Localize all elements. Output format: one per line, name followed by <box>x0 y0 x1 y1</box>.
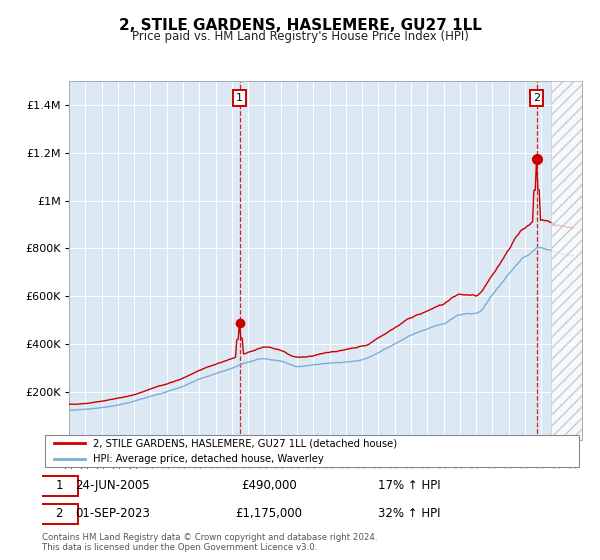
Text: 24-JUN-2005: 24-JUN-2005 <box>75 479 149 492</box>
Text: Price paid vs. HM Land Registry's House Price Index (HPI): Price paid vs. HM Land Registry's House … <box>131 30 469 43</box>
Text: 1: 1 <box>236 93 243 103</box>
Text: 17% ↑ HPI: 17% ↑ HPI <box>378 479 440 492</box>
Text: 32% ↑ HPI: 32% ↑ HPI <box>378 507 440 520</box>
Text: 01-SEP-2023: 01-SEP-2023 <box>75 507 149 520</box>
FancyBboxPatch shape <box>41 504 77 524</box>
Text: 2: 2 <box>56 507 63 520</box>
Text: 2, STILE GARDENS, HASLEMERE, GU27 1LL (detached house): 2, STILE GARDENS, HASLEMERE, GU27 1LL (d… <box>94 438 397 449</box>
Text: £1,175,000: £1,175,000 <box>235 507 302 520</box>
Text: 1: 1 <box>56 479 63 492</box>
Text: Contains HM Land Registry data © Crown copyright and database right 2024.: Contains HM Land Registry data © Crown c… <box>42 533 377 542</box>
Text: HPI: Average price, detached house, Waverley: HPI: Average price, detached house, Wave… <box>94 454 324 464</box>
FancyBboxPatch shape <box>41 475 77 496</box>
FancyBboxPatch shape <box>45 435 580 468</box>
Text: 2: 2 <box>533 93 540 103</box>
Text: 2, STILE GARDENS, HASLEMERE, GU27 1LL: 2, STILE GARDENS, HASLEMERE, GU27 1LL <box>119 18 481 33</box>
Text: £490,000: £490,000 <box>241 479 296 492</box>
Text: This data is licensed under the Open Government Licence v3.0.: This data is licensed under the Open Gov… <box>42 543 317 552</box>
